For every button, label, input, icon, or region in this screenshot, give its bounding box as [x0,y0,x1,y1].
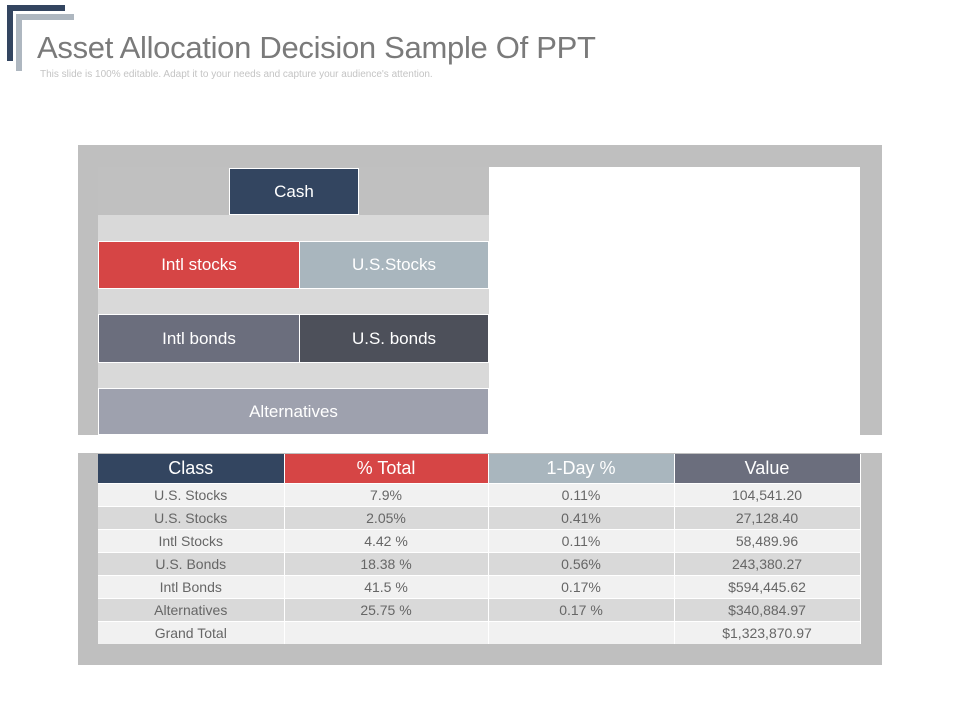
table-row: U.S. Stocks 2.05% 0.41% 27,128.40 [98,505,861,529]
cell-percent-total: 7.9% [284,482,489,506]
cell-one-day: 0.56% [488,551,675,575]
block-us-stocks: U.S.Stocks [299,241,489,289]
cell-class: Intl Stocks [98,528,285,552]
cell-value: $1,323,870.97 [674,620,861,644]
table-header-row: Class % Total 1-Day % Value [98,454,861,483]
block-us-bonds: U.S. bonds [299,314,489,363]
cell-class: Alternatives [98,597,285,621]
cell-value: $340,884.97 [674,597,861,621]
cell-one-day: 0.17 % [488,597,675,621]
cell-class: U.S. Stocks [98,482,285,506]
cell-value: 243,380.27 [674,551,861,575]
cell-class: U.S. Bonds [98,551,285,575]
block-cash: Cash [229,168,359,215]
gap-row [98,215,489,241]
cell-class: Grand Total [98,620,285,644]
cell-value: $594,445.62 [674,574,861,598]
table-row: Intl Stocks 4.42 % 0.11% 58,489.96 [98,528,861,552]
cell-class: Intl Bonds [98,574,285,598]
header-value: Value [674,454,861,483]
header-class: Class [98,454,285,483]
allocation-table: Class % Total 1-Day % Value U.S. Stocks … [98,454,861,644]
cell-percent-total: 2.05% [284,505,489,529]
cell-value: 104,541.20 [674,482,861,506]
cell-percent-total: 25.75 % [284,597,489,621]
corner-bracket-dark-icon [7,5,65,61]
allocation-blocks: Cash Intl stocks U.S.Stocks Intl bonds U… [98,167,489,435]
table-row: Alternatives 25.75 % 0.17 % $340,884.97 [98,597,861,621]
block-intl-stocks: Intl stocks [98,241,300,289]
table-row: U.S. Stocks 7.9% 0.11% 104,541.20 [98,482,861,506]
cell-one-day: 0.41% [488,505,675,529]
cell-one-day: 0.11% [488,482,675,506]
cell-one-day: 0.17% [488,574,675,598]
header-one-day-percent: 1-Day % [488,454,675,483]
cell-value: 27,128.40 [674,505,861,529]
header-percent-total: % Total [284,454,489,483]
cell-one-day: 0.11% [488,528,675,552]
corner-bracket-light-icon [16,14,74,71]
cell-class: U.S. Stocks [98,505,285,529]
block-intl-bonds: Intl bonds [98,314,300,363]
slide-title: Asset Allocation Decision Sample Of PPT [37,30,596,65]
gap-row [98,362,489,388]
block-alternatives: Alternatives [98,388,489,435]
table-row: U.S. Bonds 18.38 % 0.56% 243,380.27 [98,551,861,575]
gap-row [98,288,489,314]
cell-percent-total: 18.38 % [284,551,489,575]
cell-value: 58,489.96 [674,528,861,552]
cell-percent-total [284,620,489,644]
cell-one-day [488,620,675,644]
cell-percent-total: 4.42 % [284,528,489,552]
slide-subtitle: This slide is 100% editable. Adapt it to… [40,69,433,80]
table-row-grand-total: Grand Total $1,323,870.97 [98,620,861,644]
cell-percent-total: 41.5 % [284,574,489,598]
table-row: Intl Bonds 41.5 % 0.17% $594,445.62 [98,574,861,598]
